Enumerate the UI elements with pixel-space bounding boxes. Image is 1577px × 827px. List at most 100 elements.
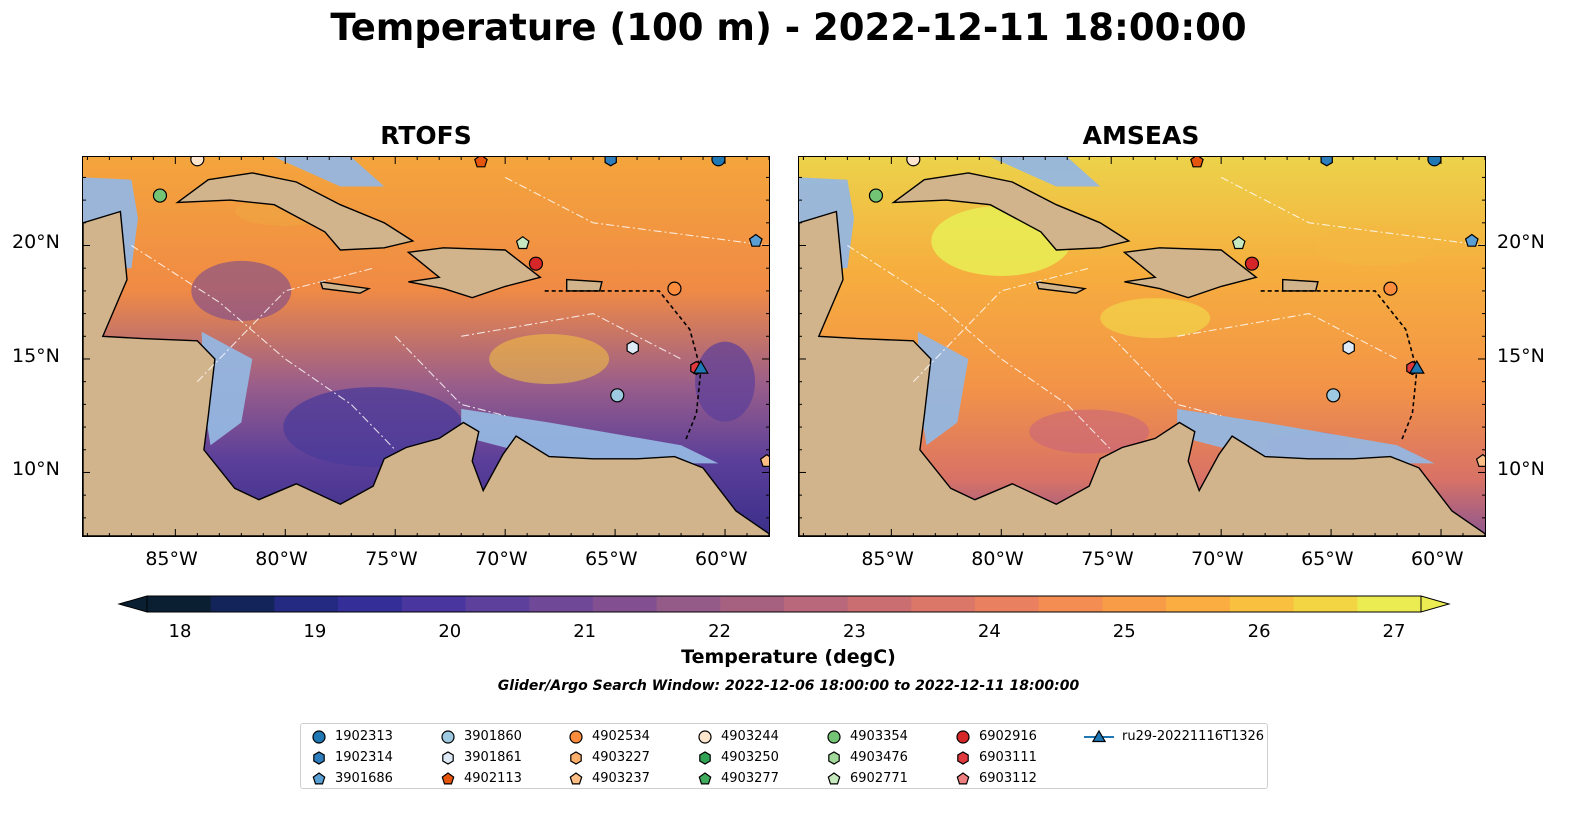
colorbar-bin xyxy=(465,596,530,612)
colorbar-bin xyxy=(911,596,976,612)
legend-item-3901860: 3901860 xyxy=(440,726,522,747)
legend-item-4903250: 4903250 xyxy=(697,747,779,768)
colorbar-tick-label: 20 xyxy=(438,621,462,642)
colorbar-tick-label: 25 xyxy=(1112,621,1136,642)
legend-item-4902534: 4902534 xyxy=(568,726,650,747)
float-marker-1902313 xyxy=(1427,157,1442,167)
legend-marker-icon xyxy=(313,750,325,765)
colorbar-bin xyxy=(1229,596,1295,612)
colorbar-tick-label: 21 xyxy=(573,621,597,642)
colorbar-tick-label: 19 xyxy=(303,621,327,642)
colorbar-tick-label: 24 xyxy=(977,621,1001,642)
colorbar xyxy=(117,595,1451,613)
float-marker-4903244 xyxy=(190,157,205,167)
float-marker-3901860 xyxy=(610,388,625,403)
legend: 1902313 1902314 3901686 3901860 3901861 49021… xyxy=(300,723,1268,789)
legend-label: 4903354 xyxy=(850,729,908,744)
legend-item-6903112: 6903112 xyxy=(955,768,1037,789)
legend-marker-icon xyxy=(1084,729,1114,742)
colorbar-bin xyxy=(1293,596,1358,612)
lat-tick-left-20: 20°N xyxy=(12,231,60,253)
colorbar-bin xyxy=(720,596,785,612)
colorbar-bin xyxy=(338,596,403,612)
float-marker-4903354 xyxy=(868,188,884,203)
map-panel-rtofs xyxy=(82,156,770,537)
colorbar-bin xyxy=(147,596,212,612)
float-marker-4903244 xyxy=(906,157,921,167)
legend-marker-icon xyxy=(570,750,582,765)
legend-marker-icon xyxy=(699,750,711,765)
legend-label: ru29-20221116T1326 xyxy=(1122,729,1265,744)
colorbar-bin xyxy=(210,596,275,612)
colorbar-bin xyxy=(656,596,721,612)
legend-marker-icon xyxy=(442,750,454,765)
float-marker-4902534 xyxy=(1383,281,1398,296)
legend-marker-icon xyxy=(828,750,840,765)
colorbar-tick-label: 23 xyxy=(842,621,866,642)
legend-label: 6903111 xyxy=(979,750,1037,765)
float-marker-1902313 xyxy=(711,157,726,167)
colorbar-bin xyxy=(975,596,1040,612)
legend-marker-icon xyxy=(827,729,841,744)
legend-item-ru29-20221116T1326: ru29-20221116T1326 xyxy=(1084,726,1264,747)
legend-label: 4903227 xyxy=(592,750,650,765)
float-marker-6902916 xyxy=(1244,256,1260,271)
float-marker-4903237 xyxy=(1475,453,1485,467)
colorbar-bin xyxy=(847,596,912,612)
float-marker-3901861 xyxy=(626,340,639,355)
legend-item-4902113: 4902113 xyxy=(440,768,522,789)
colorbar-bin xyxy=(274,596,339,612)
legend-label: 1902313 xyxy=(335,729,393,744)
colorbar-tick-label: 27 xyxy=(1382,621,1406,642)
lon-tick-amseas-4: 65°W xyxy=(1301,548,1354,570)
lon-tick-amseas-2: 75°W xyxy=(1081,548,1134,570)
legend-marker-icon xyxy=(441,771,455,784)
legend-label: 3901686 xyxy=(335,771,393,786)
float-marker-3901861 xyxy=(1342,340,1355,355)
legend-label: 4903237 xyxy=(592,771,650,786)
legend-marker-icon xyxy=(956,729,970,744)
colorbar-bin xyxy=(784,596,849,612)
panel-title-rtofs: RTOFS xyxy=(380,121,472,150)
colorbar-bin xyxy=(529,596,594,612)
legend-marker-icon xyxy=(698,771,712,784)
legend-item-4903476: 4903476 xyxy=(826,747,908,768)
legend-marker-icon xyxy=(312,729,326,744)
legend-marker-icon xyxy=(956,771,970,784)
legend-item-4903244: 4903244 xyxy=(697,726,779,747)
colorbar-tick-label: 26 xyxy=(1247,621,1271,642)
legend-label: 6903112 xyxy=(979,771,1037,786)
float-marker-6902916 xyxy=(528,256,544,271)
legend-item-6902916: 6902916 xyxy=(955,726,1037,747)
lon-tick-rtofs-5: 60°W xyxy=(695,548,748,570)
map-panel-amseas xyxy=(798,156,1486,537)
legend-item-1902314: 1902314 xyxy=(311,747,393,768)
lon-tick-amseas-3: 70°W xyxy=(1191,548,1244,570)
legend-label: 4903277 xyxy=(721,771,779,786)
legend-marker-icon xyxy=(698,729,712,744)
legend-marker-icon xyxy=(827,771,841,784)
float-marker-4902113 xyxy=(474,157,488,168)
legend-marker-icon xyxy=(569,729,583,744)
legend-label: 4902534 xyxy=(592,729,650,744)
legend-item-4903227: 4903227 xyxy=(568,747,650,768)
legend-item-1902313: 1902313 xyxy=(311,726,393,747)
legend-label: 4902113 xyxy=(464,771,522,786)
colorbar-bin xyxy=(1102,596,1167,612)
legend-label: 3901861 xyxy=(464,750,522,765)
float-marker-4902534 xyxy=(667,281,682,296)
lon-tick-amseas-1: 80°W xyxy=(971,548,1024,570)
lon-tick-rtofs-0: 85°W xyxy=(145,548,198,570)
legend-label: 4903244 xyxy=(721,729,779,744)
legend-marker-icon xyxy=(957,750,969,765)
legend-label: 4903250 xyxy=(721,750,779,765)
legend-marker-icon xyxy=(569,771,583,784)
legend-label: 6902771 xyxy=(850,771,908,786)
float-marker-6902771 xyxy=(515,235,530,250)
legend-label: 6902916 xyxy=(979,729,1037,744)
legend-item-4903237: 4903237 xyxy=(568,768,650,789)
lon-tick-amseas-0: 85°W xyxy=(861,548,914,570)
lat-tick-left-10: 10°N xyxy=(12,458,60,480)
colorbar-bin xyxy=(592,596,658,612)
lat-tick-right-10: 10°N xyxy=(1497,458,1545,480)
